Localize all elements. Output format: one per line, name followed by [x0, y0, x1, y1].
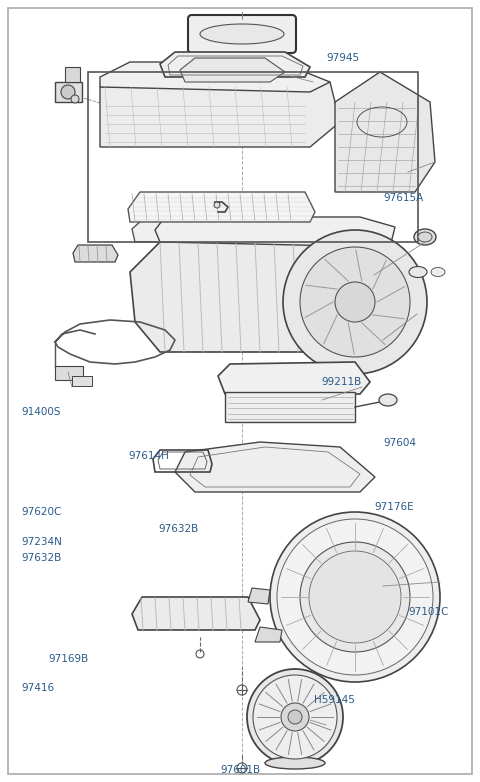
- Text: 97945: 97945: [326, 53, 360, 63]
- Circle shape: [253, 675, 337, 759]
- Text: 97604: 97604: [383, 438, 416, 447]
- Circle shape: [335, 282, 375, 322]
- Text: 97416: 97416: [22, 683, 55, 693]
- Ellipse shape: [379, 394, 397, 406]
- Polygon shape: [130, 232, 420, 352]
- Circle shape: [309, 551, 401, 643]
- Ellipse shape: [431, 267, 445, 277]
- Text: 97614H: 97614H: [129, 451, 169, 461]
- Circle shape: [288, 710, 302, 724]
- Ellipse shape: [265, 757, 325, 769]
- Bar: [88, 72, 418, 242]
- Circle shape: [281, 703, 309, 731]
- Bar: [55, 366, 83, 380]
- Text: 97615A: 97615A: [383, 193, 423, 203]
- FancyBboxPatch shape: [188, 15, 296, 53]
- Polygon shape: [65, 67, 80, 82]
- Polygon shape: [225, 392, 355, 422]
- Text: 97632B: 97632B: [158, 524, 199, 533]
- Ellipse shape: [418, 232, 432, 242]
- Circle shape: [71, 95, 79, 103]
- Polygon shape: [55, 82, 82, 102]
- Polygon shape: [255, 627, 282, 642]
- Polygon shape: [132, 220, 313, 242]
- Circle shape: [300, 542, 410, 652]
- Text: 97601B: 97601B: [220, 765, 260, 775]
- Text: 99211B: 99211B: [322, 378, 362, 387]
- Ellipse shape: [200, 24, 284, 44]
- Circle shape: [300, 247, 410, 357]
- Polygon shape: [100, 72, 340, 147]
- Polygon shape: [73, 245, 118, 262]
- Circle shape: [270, 512, 440, 682]
- Polygon shape: [100, 62, 330, 92]
- Text: 97169B: 97169B: [48, 655, 88, 664]
- Text: 97101C: 97101C: [408, 607, 448, 616]
- Text: 91400S: 91400S: [22, 407, 61, 417]
- Text: 97176E: 97176E: [374, 502, 414, 511]
- Polygon shape: [160, 52, 310, 77]
- Ellipse shape: [414, 229, 436, 245]
- Polygon shape: [155, 217, 395, 247]
- Circle shape: [283, 230, 427, 374]
- Text: H59145: H59145: [314, 695, 355, 705]
- Polygon shape: [132, 597, 260, 630]
- Circle shape: [214, 202, 220, 208]
- Text: 97234N: 97234N: [22, 537, 62, 547]
- Polygon shape: [335, 72, 435, 192]
- Polygon shape: [248, 588, 270, 604]
- Polygon shape: [175, 442, 375, 492]
- Text: 97620C: 97620C: [22, 508, 62, 517]
- Text: 97632B: 97632B: [22, 554, 62, 563]
- Bar: [72, 376, 92, 386]
- Polygon shape: [128, 192, 315, 222]
- Polygon shape: [218, 362, 370, 394]
- Circle shape: [61, 85, 75, 99]
- Circle shape: [277, 519, 433, 675]
- Circle shape: [247, 669, 343, 765]
- Ellipse shape: [409, 267, 427, 278]
- Polygon shape: [180, 58, 285, 82]
